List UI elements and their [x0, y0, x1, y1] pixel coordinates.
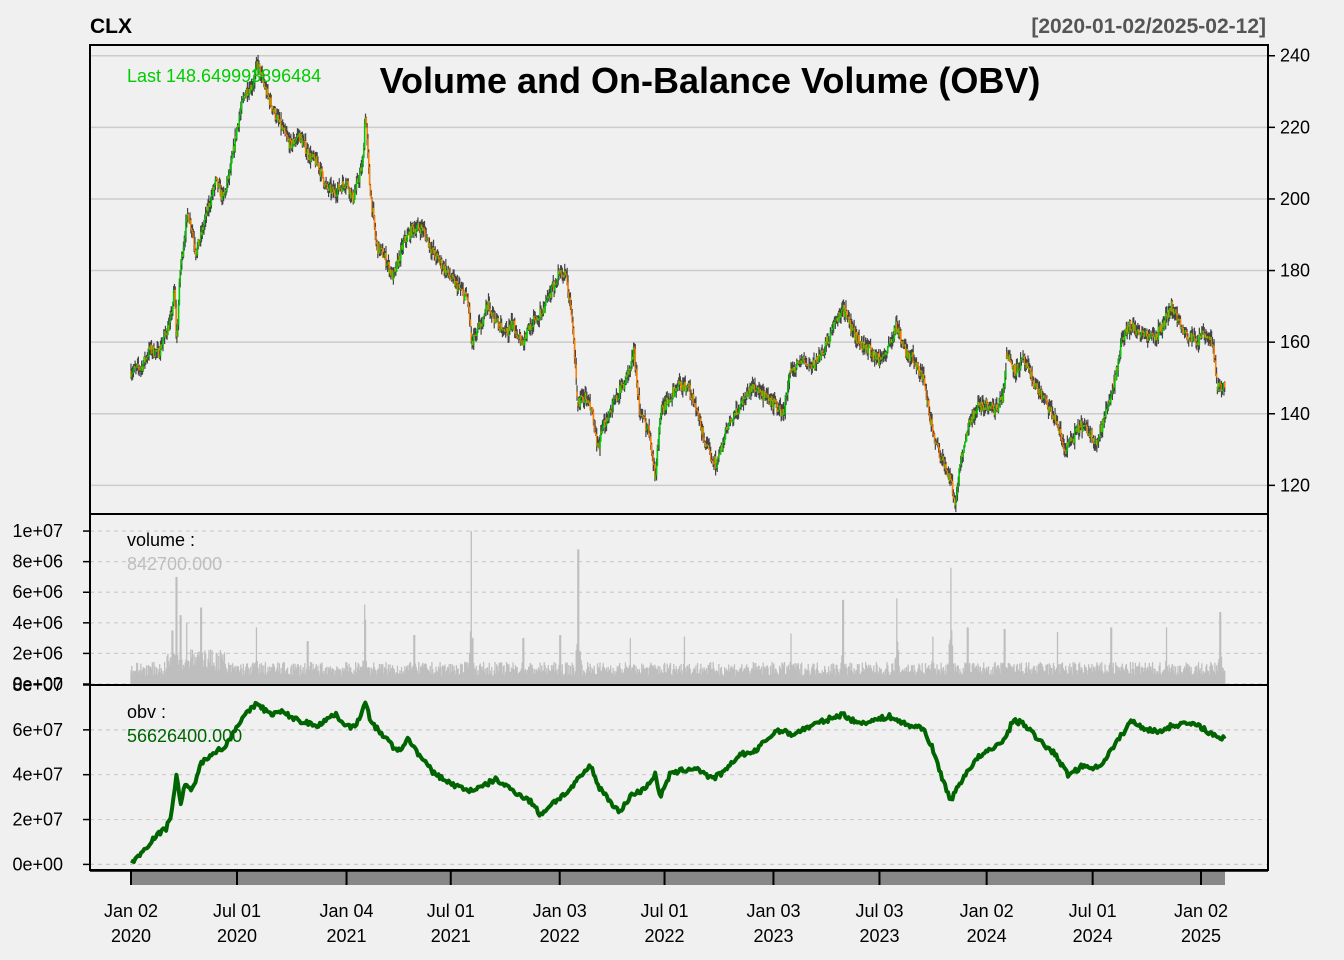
volume-tick-label-4e+06: 4e+06	[12, 613, 63, 633]
x-tick-label-year: 2023	[753, 926, 793, 946]
x-tick-label-month: Jul 01	[1069, 901, 1117, 921]
obv-series	[130, 700, 1227, 864]
date-range-label: [2020-01-02/2025-02-12]	[1031, 15, 1266, 38]
price-y-ticks: 120 140 160 180 200 220 240	[1268, 46, 1310, 495]
x-tick-label-month: Jul 01	[213, 901, 261, 921]
x-tick-label-month: Jan 02	[104, 901, 158, 921]
x-tick-label-month: Jan 03	[746, 901, 800, 921]
x-tick-label-year: 2022	[540, 926, 580, 946]
obv-tick-label-4e+07: 4e+07	[12, 765, 63, 785]
price-tick-label-160: 160	[1280, 332, 1310, 352]
volume-tick-label-2e+06: 2e+06	[12, 643, 63, 663]
x-tick-label-year: 2022	[645, 926, 685, 946]
price-tick-label-140: 140	[1280, 404, 1310, 424]
volume-bars	[130, 531, 1226, 684]
obv-line	[130, 700, 1227, 864]
price-tick-label-120: 120	[1280, 475, 1310, 495]
obv-tick-label-0e+00: 0e+00	[12, 854, 63, 874]
x-tick-label-year: 2024	[1073, 926, 1113, 946]
x-tick-label-month: Jul 01	[427, 901, 475, 921]
last-price-label: Last 148.649993896484	[127, 66, 321, 86]
price-tick-label-180: 180	[1280, 261, 1310, 281]
obv-tick-label-6e+07: 6e+07	[12, 720, 63, 740]
volume-y-ticks: 0e+00 2e+06 4e+06 6e+06 8e+06 1e+07	[12, 521, 90, 694]
x-tick-label-year: 2024	[967, 926, 1007, 946]
obv-panel-frame	[89, 684, 1269, 871]
x-tick-label-month: Jan 02	[960, 901, 1014, 921]
x-tick-label-month: Jan 02	[1174, 901, 1228, 921]
chart-title: Volume and On-Balance Volume (OBV)	[380, 60, 1041, 101]
price-tick-label-220: 220	[1280, 117, 1310, 137]
x-tick-label-month: Jul 03	[855, 901, 903, 921]
x-axis-range-bar	[131, 871, 1225, 885]
x-tick-label-year: 2025	[1181, 926, 1221, 946]
volume-tick-label-0e+00: 0e+00	[12, 674, 63, 694]
x-tick-label-year: 2021	[326, 926, 366, 946]
obv-y-ticks: 0e+00 2e+07 4e+07 6e+07 8e+07	[12, 675, 90, 874]
x-tick-label-month: Jul 01	[641, 901, 689, 921]
x-axis: Jan 02 2020 Jul 01 2020 Jan 04 2021 Jul 01 2021…	[90, 870, 1268, 946]
volume-tick-label-1e+07: 1e+07	[12, 521, 63, 541]
obv-tick-label-2e+07: 2e+07	[12, 810, 63, 830]
obv-tick-label-8e+07: 8e+07	[12, 675, 63, 695]
x-tick-label-year: 2020	[111, 926, 151, 946]
x-tick-label-month: Jan 03	[533, 901, 587, 921]
price-tick-label-200: 200	[1280, 189, 1310, 209]
price-series	[130, 54, 1226, 513]
x-tick-label-month: Jan 04	[319, 901, 373, 921]
x-tick-label-year: 2020	[217, 926, 257, 946]
volume-last-value: 842700.000	[127, 554, 222, 574]
price-tick-label-240: 240	[1280, 46, 1310, 66]
x-tick-label-year: 2023	[859, 926, 899, 946]
volume-tick-label-8e+06: 8e+06	[12, 552, 63, 572]
volume-tick-label-6e+06: 6e+06	[12, 582, 63, 602]
obv-label: obv :	[127, 702, 166, 722]
symbol-label: CLX	[90, 15, 132, 38]
obv-last-value: 56626400.000	[127, 726, 242, 746]
x-tick-label-year: 2021	[431, 926, 471, 946]
volume-label: volume :	[127, 530, 195, 550]
